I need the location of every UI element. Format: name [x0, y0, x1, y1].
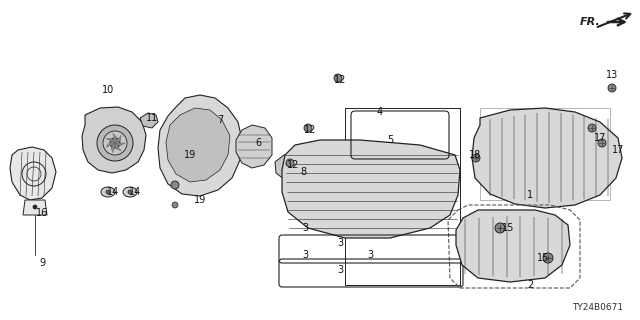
Polygon shape — [82, 107, 146, 173]
Text: FR.: FR. — [580, 17, 601, 27]
Text: 18: 18 — [469, 150, 481, 160]
Text: 9: 9 — [39, 258, 45, 268]
Polygon shape — [158, 95, 242, 196]
Text: 14: 14 — [129, 187, 141, 197]
Polygon shape — [115, 135, 121, 143]
Text: 3: 3 — [302, 223, 308, 233]
Text: 12: 12 — [304, 125, 316, 135]
Text: 17: 17 — [612, 145, 624, 155]
Circle shape — [286, 159, 294, 167]
Circle shape — [334, 74, 342, 82]
Polygon shape — [23, 200, 47, 215]
Polygon shape — [456, 210, 570, 282]
Polygon shape — [115, 143, 121, 151]
Text: 15: 15 — [537, 253, 549, 263]
Circle shape — [304, 124, 312, 132]
Ellipse shape — [123, 187, 137, 197]
Text: 17: 17 — [594, 133, 606, 143]
Text: 7: 7 — [217, 115, 223, 125]
Text: 3: 3 — [337, 238, 343, 248]
Text: 5: 5 — [387, 135, 393, 145]
Text: 12: 12 — [334, 75, 346, 85]
Circle shape — [33, 205, 37, 209]
Polygon shape — [111, 143, 115, 153]
Polygon shape — [140, 113, 158, 128]
Text: 10: 10 — [102, 85, 114, 95]
Circle shape — [106, 190, 110, 194]
Circle shape — [495, 223, 505, 233]
Polygon shape — [113, 133, 116, 143]
Circle shape — [110, 138, 120, 148]
Text: 3: 3 — [337, 265, 343, 275]
Polygon shape — [236, 125, 272, 168]
Text: 13: 13 — [606, 70, 618, 80]
Circle shape — [588, 124, 596, 132]
Text: 4: 4 — [377, 107, 383, 117]
Text: 8: 8 — [300, 167, 306, 177]
Circle shape — [171, 181, 179, 189]
Polygon shape — [106, 138, 115, 143]
Ellipse shape — [101, 187, 115, 197]
Circle shape — [103, 131, 127, 155]
Text: 19: 19 — [184, 150, 196, 160]
Polygon shape — [275, 153, 313, 183]
Text: 1: 1 — [527, 190, 533, 200]
Polygon shape — [282, 140, 460, 238]
Text: 19: 19 — [194, 195, 206, 205]
Circle shape — [598, 139, 606, 147]
Polygon shape — [166, 108, 230, 182]
Circle shape — [472, 154, 480, 162]
Text: 16: 16 — [36, 208, 48, 218]
Text: TY24B0671: TY24B0671 — [572, 303, 623, 313]
Text: 14: 14 — [107, 187, 119, 197]
Polygon shape — [472, 108, 622, 208]
Circle shape — [543, 253, 553, 263]
Text: 6: 6 — [255, 138, 261, 148]
Circle shape — [608, 84, 616, 92]
Circle shape — [286, 161, 300, 175]
Circle shape — [172, 202, 178, 208]
Polygon shape — [10, 147, 56, 200]
Polygon shape — [106, 143, 115, 147]
Polygon shape — [115, 143, 125, 146]
Text: 11: 11 — [146, 113, 158, 123]
Text: 15: 15 — [502, 223, 514, 233]
Circle shape — [97, 125, 133, 161]
Text: 2: 2 — [527, 280, 533, 290]
Circle shape — [128, 190, 132, 194]
Text: 12: 12 — [287, 160, 299, 170]
Text: 3: 3 — [302, 250, 308, 260]
Text: 3: 3 — [367, 250, 373, 260]
